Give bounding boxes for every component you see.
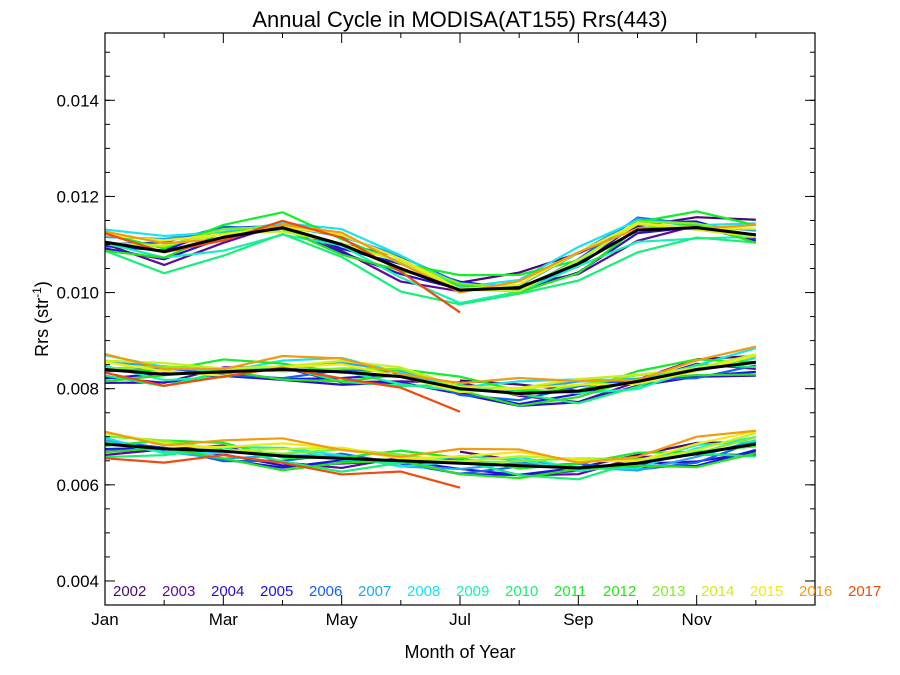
legend-label-2013: 2013 bbox=[652, 583, 685, 600]
legend-label-2015: 2015 bbox=[750, 583, 783, 600]
x-tick-label: Sep bbox=[563, 610, 593, 629]
mean-line bbox=[104, 442, 757, 470]
chart-title: Annual Cycle in MODISA(AT155) Rrs(443) bbox=[252, 7, 667, 32]
y-axis-label: Rrs (str-1) bbox=[30, 281, 52, 357]
legend-label-2003: 2003 bbox=[162, 583, 195, 600]
legend-label-2014: 2014 bbox=[701, 583, 734, 600]
x-tick-label: Mar bbox=[209, 610, 239, 629]
x-tick-label: Nov bbox=[682, 610, 713, 629]
series-line-2009 bbox=[104, 233, 756, 305]
legend-label-2010: 2010 bbox=[505, 583, 538, 600]
y-axis: 0.004 0.006 0.008 0.010 0.012 0.014 bbox=[56, 51, 815, 591]
legend-label-2002: 2002 bbox=[113, 583, 146, 600]
y-tick-label: 0.004 bbox=[56, 572, 99, 591]
y-axis-label-sup: -1 bbox=[30, 287, 44, 298]
x-tick-label: Jan bbox=[91, 610, 118, 629]
legend-label-2011: 2011 bbox=[554, 583, 586, 600]
series-line-2017 bbox=[104, 453, 461, 489]
series-line-2015 bbox=[104, 222, 756, 291]
series-line-2017 bbox=[104, 366, 461, 413]
series-line-2010 bbox=[104, 232, 756, 306]
y-tick-label: 0.008 bbox=[56, 380, 99, 399]
mean-line bbox=[104, 360, 757, 396]
y-tick-label: 0.012 bbox=[56, 187, 99, 206]
y-tick-label: 0.014 bbox=[56, 91, 99, 110]
series-line-2014 bbox=[104, 353, 757, 390]
legend-label-2016: 2016 bbox=[799, 583, 832, 600]
plot-frame bbox=[104, 32, 816, 606]
x-axis: Jan Mar May Jul Sep Nov bbox=[91, 33, 816, 629]
series-line-2015 bbox=[104, 354, 757, 394]
x-axis-label: Month of Year bbox=[404, 642, 515, 662]
x-tick-label: May bbox=[326, 610, 359, 629]
series-line-2004 bbox=[104, 225, 757, 293]
mean-line bbox=[104, 226, 757, 292]
x-tick-label: Jul bbox=[449, 610, 471, 629]
legend-label-2008: 2008 bbox=[407, 583, 440, 600]
series-line-2016 bbox=[104, 429, 756, 464]
plot-area bbox=[104, 210, 757, 489]
y-tick-label: 0.006 bbox=[56, 476, 99, 495]
series-line-2011 bbox=[104, 358, 756, 393]
y-axis-label-close: ) bbox=[32, 281, 52, 287]
series-line-2011 bbox=[104, 210, 757, 277]
series-line-2016 bbox=[104, 345, 757, 385]
legend-label-2005: 2005 bbox=[260, 583, 293, 600]
y-tick-label: 0.010 bbox=[56, 284, 99, 303]
legend-label-2004: 2004 bbox=[211, 583, 244, 600]
legend-label-2009: 2009 bbox=[456, 583, 489, 600]
series-line-2013 bbox=[104, 220, 757, 290]
legend-label-2006: 2006 bbox=[309, 583, 342, 600]
series-line-2015 bbox=[104, 430, 757, 463]
legend: 2002 2003 2004 2005 2006 2007 2008 2009 2010 2011… bbox=[113, 583, 881, 600]
legend-label-2007: 2007 bbox=[358, 583, 391, 600]
legend-label-2017: 2017 bbox=[848, 583, 881, 600]
series-line-2003 bbox=[104, 222, 757, 293]
y-axis-label-main: Rrs (str bbox=[32, 298, 52, 357]
legend-label-2012: 2012 bbox=[603, 583, 636, 600]
